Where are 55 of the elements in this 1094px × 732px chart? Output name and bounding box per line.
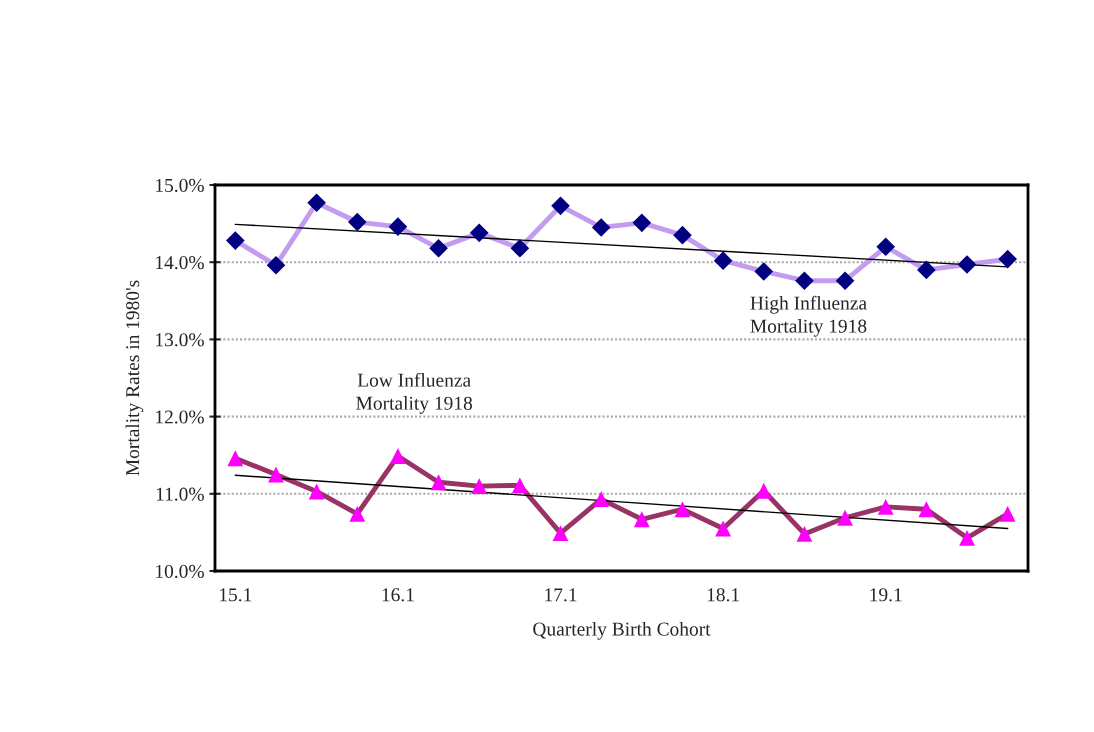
annotation: Low Influenza Mortality 1918 <box>356 372 473 414</box>
point <box>998 249 1017 269</box>
point <box>999 505 1016 522</box>
point <box>307 193 326 213</box>
point <box>510 238 530 258</box>
point <box>837 509 853 526</box>
point <box>347 212 367 232</box>
point <box>917 260 936 280</box>
point <box>876 237 896 257</box>
point <box>430 474 447 491</box>
point <box>349 505 366 522</box>
y-axis-title: Mortality Rates in 1980's <box>125 280 144 476</box>
y-tick-label: 12.0% <box>156 410 204 424</box>
point <box>551 196 570 216</box>
point <box>388 217 408 236</box>
point <box>632 213 652 233</box>
point <box>308 483 325 500</box>
y-tick-label: 14.0% <box>156 256 204 270</box>
point <box>755 482 772 499</box>
annotation: High Influenza Mortality 1918 <box>750 295 867 337</box>
point <box>959 529 975 546</box>
x-tick-label: 17.1 <box>545 588 577 602</box>
point <box>673 225 692 245</box>
x-tick-label: 16.1 <box>382 588 414 602</box>
y-tick-label: 13.0% <box>156 333 204 347</box>
point <box>957 255 977 274</box>
point <box>429 238 448 258</box>
point <box>591 218 611 237</box>
point <box>877 499 894 515</box>
y-tick-label: 10.0% <box>156 564 204 579</box>
point <box>835 271 855 291</box>
point <box>754 262 774 281</box>
point <box>715 520 732 537</box>
point <box>471 478 488 494</box>
point <box>795 271 814 291</box>
point <box>713 251 733 270</box>
x-tick-label: 15.1 <box>220 588 252 602</box>
y-tick-label: 11.0% <box>156 487 204 501</box>
point <box>469 223 489 243</box>
point <box>511 477 528 494</box>
x-tick-label: 18.1 <box>707 588 739 602</box>
point <box>918 501 935 518</box>
point <box>633 511 650 528</box>
point <box>674 501 691 518</box>
point <box>390 448 406 464</box>
point <box>226 231 245 250</box>
point <box>268 466 284 483</box>
y-tick-label: 15.0% <box>156 178 204 193</box>
point <box>796 526 813 542</box>
point <box>227 450 244 467</box>
x-tick-label: 19.1 <box>870 588 902 602</box>
point <box>593 491 610 508</box>
x-axis-title: Quarterly Birth Cohort <box>533 621 711 640</box>
point <box>266 255 286 275</box>
point <box>552 525 569 542</box>
